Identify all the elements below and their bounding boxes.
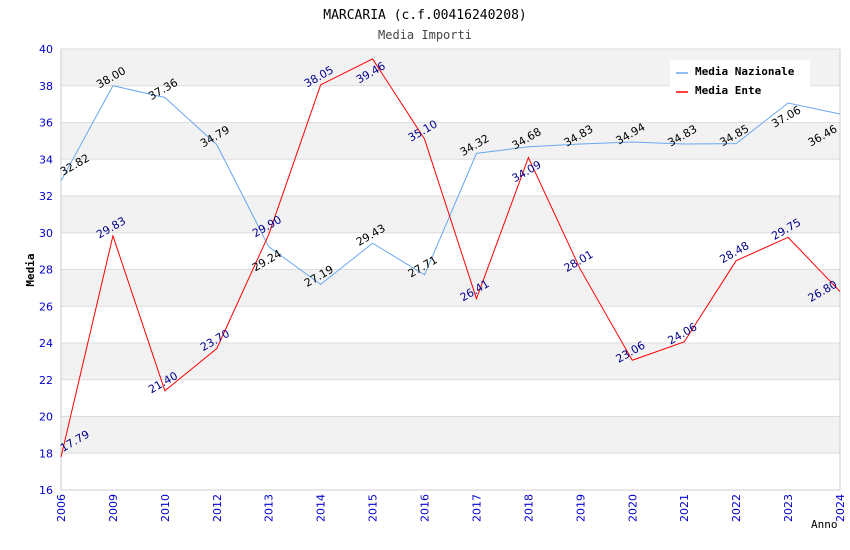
y-tick-label: 38	[39, 80, 53, 93]
y-tick-label: 34	[39, 153, 53, 166]
legend-label-nazionale: Media Nazionale	[695, 65, 795, 78]
y-tick-label: 16	[39, 484, 53, 497]
y-tick-label: 24	[39, 337, 53, 350]
x-tick-label: 2017	[470, 494, 483, 522]
grid-band	[61, 343, 840, 380]
grid-band	[61, 269, 840, 307]
y-tick-label: 28	[39, 264, 53, 277]
y-tick-label: 30	[39, 227, 53, 240]
x-tick-label: 2021	[678, 494, 691, 522]
grid-band	[61, 416, 840, 454]
y-tick-label: 32	[39, 190, 53, 203]
y-tick-label: 20	[39, 411, 53, 424]
y-tick-label: 26	[39, 300, 53, 313]
legend: Media Nazionale Media Ente	[670, 60, 810, 102]
chart-title: MARCARIA (c.f.00416240208)	[323, 8, 527, 23]
x-tick-label: 2012	[211, 494, 224, 522]
x-tick-label: 2023	[782, 494, 795, 522]
x-tick-label: 2024	[834, 494, 847, 522]
legend-label-ente: Media Ente	[695, 84, 762, 97]
x-tick-label: 2016	[419, 494, 432, 522]
y-tick-label: 18	[39, 447, 53, 460]
x-tick-label: 2014	[315, 494, 328, 522]
x-tick-label: 2020	[626, 494, 639, 522]
x-tick-label: 2013	[263, 494, 276, 522]
y-axis-label: Media	[24, 253, 37, 286]
x-tick-label: 2015	[367, 494, 380, 522]
series-line-ente	[60, 58, 841, 458]
x-axis-label: Anno	[811, 518, 838, 531]
y-tick-label: 36	[39, 117, 53, 130]
grid-band	[61, 122, 840, 160]
x-tick-label: 2018	[522, 494, 535, 522]
series-line-nazionale	[60, 85, 841, 286]
chart-subtitle: Media Importi	[378, 28, 472, 42]
y-tick-label: 22	[39, 374, 53, 387]
x-tick-label: 2009	[107, 494, 120, 522]
x-tick-label: 2022	[730, 494, 743, 522]
data-label: 28.48	[717, 239, 751, 266]
x-tick-label: 2006	[55, 494, 68, 522]
x-tick-label: 2010	[159, 494, 172, 522]
x-tick-label: 2019	[574, 494, 587, 522]
y-tick-label: 40	[39, 43, 53, 56]
